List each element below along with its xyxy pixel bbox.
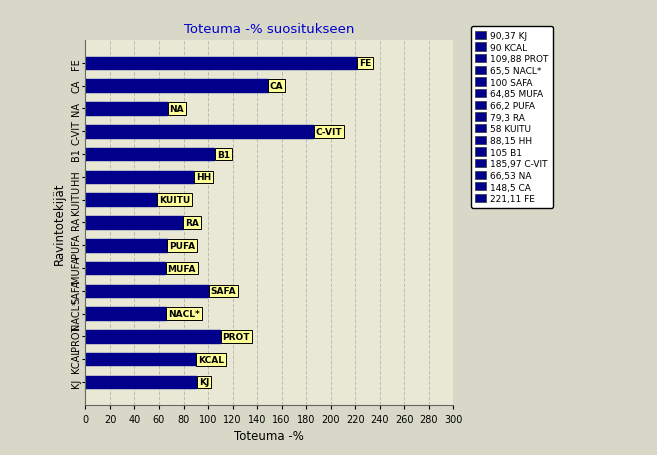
- Text: NA: NA: [170, 105, 184, 114]
- Y-axis label: Ravintotekijät: Ravintotekijät: [53, 182, 66, 264]
- Text: KCAL: KCAL: [198, 355, 224, 364]
- Bar: [85, 262, 165, 275]
- Text: PROT: PROT: [223, 332, 250, 341]
- X-axis label: Toteuma -%: Toteuma -%: [235, 430, 304, 442]
- Text: HH: HH: [196, 173, 211, 182]
- Bar: [85, 353, 196, 366]
- Bar: [85, 285, 208, 298]
- Bar: [85, 217, 183, 229]
- Bar: [85, 80, 267, 93]
- Text: CA: CA: [270, 82, 284, 91]
- Bar: [85, 171, 194, 184]
- Bar: [85, 57, 357, 70]
- Bar: [85, 103, 167, 116]
- Bar: [85, 194, 156, 207]
- Text: NACL*: NACL*: [168, 309, 200, 318]
- Bar: [85, 308, 166, 320]
- Text: PUFA: PUFA: [169, 241, 195, 250]
- Text: KJ: KJ: [198, 378, 209, 387]
- Bar: [85, 148, 214, 161]
- Text: B1: B1: [217, 150, 230, 159]
- Bar: [85, 330, 220, 343]
- Text: KUITU: KUITU: [159, 196, 191, 205]
- Bar: [85, 239, 167, 252]
- Text: C-VIT: C-VIT: [316, 127, 342, 136]
- Text: SAFA: SAFA: [210, 287, 236, 296]
- Bar: [85, 376, 196, 389]
- Legend: 90,37 KJ, 90 KCAL, 109,88 PROT, 65,5 NACL*, 100 SAFA, 64,85 MUFA, 66,2 PUFA, 79,: 90,37 KJ, 90 KCAL, 109,88 PROT, 65,5 NAC…: [471, 27, 553, 208]
- Text: MUFA: MUFA: [168, 264, 196, 273]
- Title: Toteuma -% suositukseen: Toteuma -% suositukseen: [184, 23, 355, 35]
- Text: FE: FE: [359, 59, 371, 68]
- Bar: [85, 126, 313, 138]
- Text: RA: RA: [185, 218, 199, 228]
